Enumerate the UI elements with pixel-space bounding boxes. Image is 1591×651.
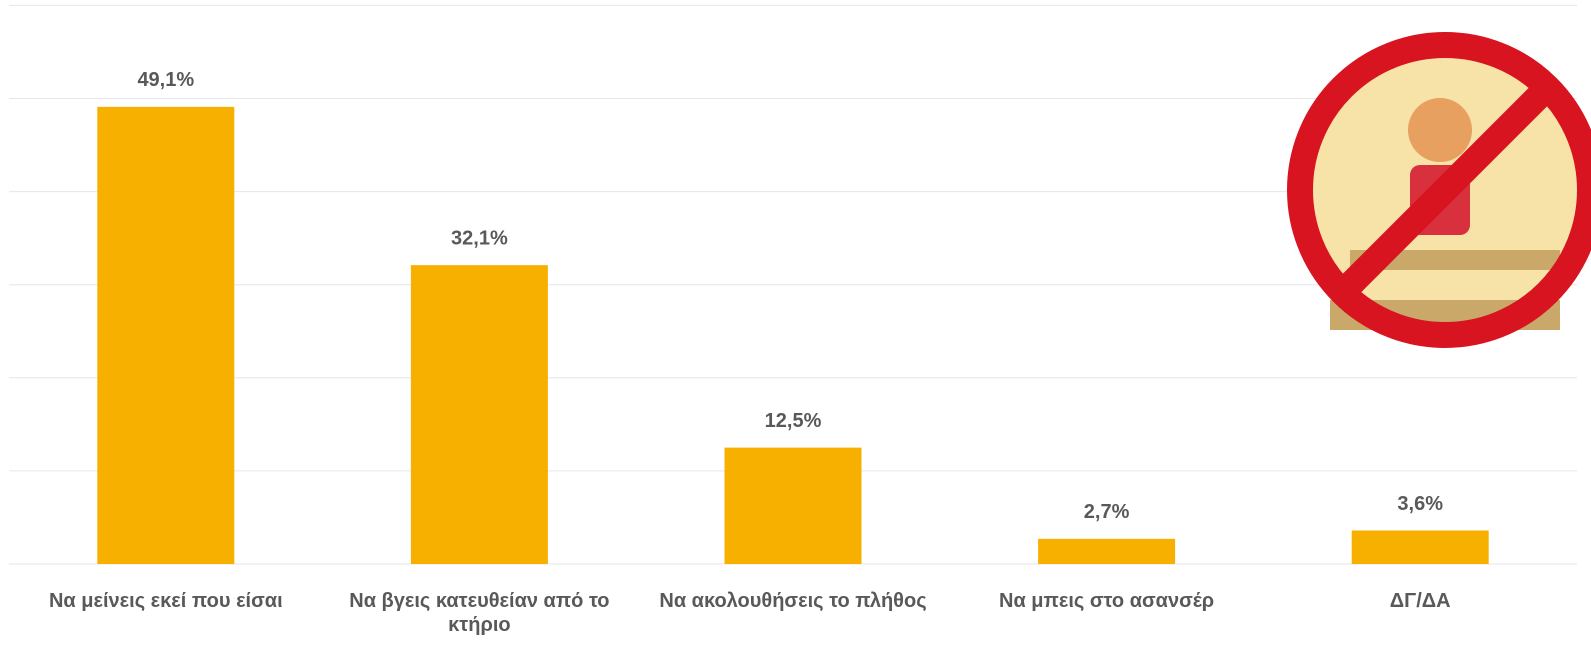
illustration-stairs: [1350, 250, 1560, 270]
x-tick-label: Να μπεις στο ασανσέρ: [999, 590, 1215, 612]
bar: [97, 106, 235, 564]
illustration-person: [1408, 98, 1472, 162]
value-label: 12,5%: [765, 410, 822, 432]
x-tick-label: Να μείνεις εκεί που είσαι: [48, 590, 283, 612]
x-tick-label: ΔΓ/ΔΑ: [1389, 590, 1451, 612]
x-tick-label: Να ακολουθήσεις το πλήθος: [659, 590, 927, 612]
bar: [410, 265, 548, 564]
bars: 49,1% 32,1% 12,5% 2,7% 3,6%: [97, 69, 1489, 564]
no-sign-ring: [1287, 32, 1591, 348]
value-label: 2,7%: [1084, 501, 1130, 523]
value-label: 3,6%: [1397, 493, 1443, 515]
no-sign-slash: [1332, 77, 1558, 303]
x-tick-label: Να βγεις κατευθείαν από το κτήριο: [349, 590, 610, 636]
bar: [1351, 530, 1489, 564]
bar: [1038, 538, 1176, 564]
no-entry-illustration: [1287, 32, 1591, 348]
grid: [9, 4, 1577, 565]
value-label: 32,1%: [451, 227, 508, 249]
value-label: 49,1%: [137, 69, 194, 91]
bar: [724, 447, 862, 564]
